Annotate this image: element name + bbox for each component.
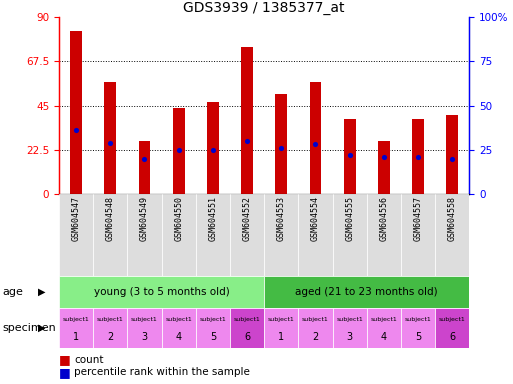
Point [380,154,388,160]
Text: subject1: subject1 [97,317,124,322]
Text: subject1: subject1 [234,317,261,322]
Bar [162,308,196,348]
Point [141,156,149,162]
Text: GSM604550: GSM604550 [174,196,183,242]
Text: 6: 6 [244,332,250,342]
Bar [70,31,82,194]
Text: subject1: subject1 [370,317,397,322]
Text: GSM604552: GSM604552 [243,196,251,242]
Point [174,147,183,153]
Bar [309,82,322,194]
Text: GSM604554: GSM604554 [311,196,320,242]
Text: GSM604556: GSM604556 [380,196,388,242]
Bar [230,308,264,348]
Text: ▶: ▶ [38,323,46,333]
Text: ■: ■ [59,366,71,379]
Text: subject1: subject1 [131,317,158,322]
Bar [367,194,401,276]
Point [414,154,422,160]
Bar [435,308,469,348]
Point [277,145,285,151]
Text: aged (21 to 23 months old): aged (21 to 23 months old) [295,287,438,297]
Bar [435,194,469,276]
Bar [93,308,127,348]
Bar [230,194,264,276]
Bar [196,194,230,276]
Text: subject1: subject1 [405,317,431,322]
Bar [264,308,299,348]
Text: 1: 1 [73,332,79,342]
Bar [104,82,116,194]
Bar [332,308,367,348]
Text: young (3 to 5 months old): young (3 to 5 months old) [94,287,229,297]
Text: ▶: ▶ [38,287,46,297]
Bar [401,194,435,276]
Text: ■: ■ [59,353,71,366]
Text: subject1: subject1 [337,317,363,322]
Point [72,127,80,133]
Bar [241,47,253,194]
Text: count: count [74,355,104,365]
Bar [344,119,356,194]
Bar [446,116,458,194]
Text: 5: 5 [415,332,421,342]
Text: GSM604557: GSM604557 [413,196,423,242]
Text: subject1: subject1 [200,317,226,322]
Text: 3: 3 [347,332,353,342]
Text: 5: 5 [210,332,216,342]
Text: subject1: subject1 [302,317,329,322]
Bar [207,102,219,194]
Text: GSM604555: GSM604555 [345,196,354,242]
Text: GSM604551: GSM604551 [208,196,218,242]
Bar [367,308,401,348]
Point [311,141,320,147]
Bar [59,194,93,276]
Text: 1: 1 [278,332,284,342]
Bar [93,194,127,276]
Text: subject1: subject1 [439,317,466,322]
Bar [59,276,264,308]
Text: GSM604558: GSM604558 [448,196,457,242]
Bar [275,94,287,194]
Text: percentile rank within the sample: percentile rank within the sample [74,367,250,377]
Text: GSM604549: GSM604549 [140,196,149,242]
Text: 2: 2 [107,332,113,342]
Bar [162,194,196,276]
Text: 3: 3 [142,332,148,342]
Point [209,147,217,153]
Bar [139,141,150,194]
Text: GSM604547: GSM604547 [72,196,81,242]
Text: specimen: specimen [3,323,56,333]
Text: GSM604553: GSM604553 [277,196,286,242]
Point [106,140,114,146]
Point [346,152,354,158]
Text: subject1: subject1 [165,317,192,322]
Text: GSM604548: GSM604548 [106,196,115,242]
Text: age: age [3,287,24,297]
Point [448,156,457,162]
Bar [127,194,162,276]
Bar [264,194,299,276]
Bar [196,308,230,348]
Bar [59,308,93,348]
Text: 6: 6 [449,332,456,342]
Bar [401,308,435,348]
Text: 4: 4 [175,332,182,342]
Text: 2: 2 [312,332,319,342]
Bar [264,276,469,308]
Bar [127,308,162,348]
Bar [378,141,390,194]
Point [243,138,251,144]
Title: GDS3939 / 1385377_at: GDS3939 / 1385377_at [184,1,345,15]
Bar [173,108,185,194]
Bar [332,194,367,276]
Text: 4: 4 [381,332,387,342]
Bar [299,194,332,276]
Bar [299,308,332,348]
Text: subject1: subject1 [63,317,89,322]
Text: subject1: subject1 [268,317,294,322]
Bar [412,119,424,194]
